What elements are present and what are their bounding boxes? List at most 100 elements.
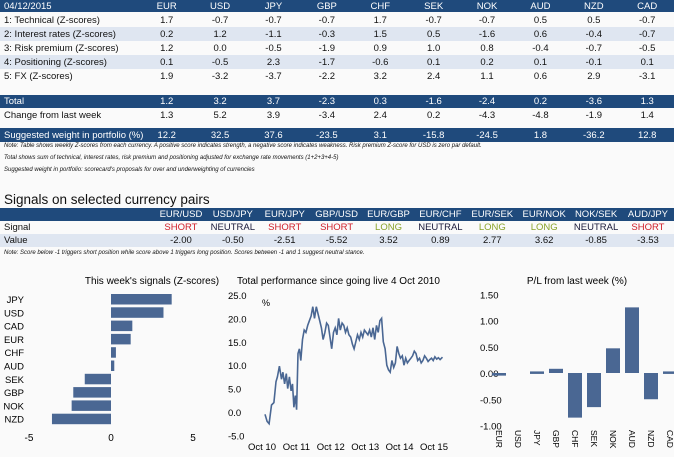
y-tick-label: 0.00 — [480, 369, 499, 380]
bar-sek — [587, 373, 601, 408]
pl-bar-chart: P/L from last week (%) 1.50 1.00 0.50 0.00 -0… — [480, 276, 674, 449]
bar-nzd — [644, 373, 658, 400]
signal-cell: SHORT — [268, 222, 302, 233]
bar-aud — [625, 307, 639, 373]
weight-cell: -36.2 — [582, 129, 605, 141]
y-tick-label: 5.0 — [228, 385, 241, 396]
signals-note: Note: Score below -1 triggers short posi… — [4, 250, 365, 256]
category-label: EUR — [4, 335, 24, 346]
bar-gbp — [73, 387, 111, 398]
currency-header-usd: USD — [210, 0, 231, 12]
total-cell: -2.4 — [478, 96, 496, 107]
signal-row: Signal SHORT NEUTRAL SHORT SHORT LONG NEUTRAL… — [0, 221, 674, 234]
category-label: SEK — [589, 430, 599, 447]
signals-bar-chart: This week's signals (Z-scores) JPY USD CAD E… — [3, 276, 219, 444]
pair-header: NOK/SEK — [574, 209, 618, 220]
bar-aud — [111, 360, 115, 371]
total-cell: 0.2 — [533, 96, 548, 107]
weight-cell: -23.5 — [316, 129, 338, 141]
signal-cell: SHORT — [320, 222, 354, 233]
x-tick-label: 0 — [108, 433, 114, 444]
value-cell: -2.00 — [170, 235, 192, 246]
signal-label: Signal — [4, 222, 31, 233]
category-label: EUR — [494, 430, 504, 448]
signal-cell: LONG — [530, 222, 558, 233]
score-cell: -0.3 — [318, 28, 336, 40]
score-cell: 0.1 — [533, 56, 548, 68]
category-label: SEK — [5, 375, 25, 386]
score-cell: 0.5 — [533, 14, 548, 26]
score-cell: -1.1 — [265, 28, 282, 40]
bar-jpy — [111, 294, 172, 305]
category-label: USD — [513, 430, 523, 448]
y-tick-label: 20.0 — [228, 314, 247, 325]
weight-row: Suggested weight in portfolio (%) 12.2 32… — [0, 128, 674, 142]
currency-header-cad: CAD — [637, 0, 658, 12]
value-cell: 0.89 — [431, 235, 450, 246]
category-label: JPY — [532, 430, 542, 446]
score-cell: -2.2 — [318, 70, 336, 82]
scorecard-note-3: Suggested weight in portfolio: scorecard… — [4, 167, 255, 173]
total-cell: 0.3 — [373, 96, 387, 107]
value-cell: 2.77 — [483, 235, 502, 246]
category-label: USD — [4, 308, 24, 319]
score-cell: -3.7 — [265, 70, 282, 82]
score-cell: -0.7 — [318, 14, 336, 26]
pair-header: EUR/CHF — [419, 209, 462, 220]
pair-header: EUR/JPY — [264, 209, 305, 220]
score-cell: 2.4 — [427, 70, 441, 82]
score-cell: -1.9 — [318, 42, 336, 54]
score-row: 1: Technical (Z-scores) 1.7 -0.7 -0.7 -0.7 1.… — [0, 13, 674, 27]
change-cell: 5.2 — [213, 110, 227, 121]
performance-line-chart: Total performance since going live 4 Oct… — [228, 276, 448, 453]
x-tick-label: Oct 13 — [351, 442, 379, 453]
bar-cad — [111, 320, 133, 332]
score-row-label: 2: Interest rates (Z-scores) — [4, 28, 116, 40]
score-cell: 0.9 — [373, 42, 387, 54]
x-tick-label: Oct 12 — [317, 442, 345, 453]
currency-header-chf: CHF — [370, 0, 391, 12]
scorecard-note-2: Total shows sum of technical, interest r… — [4, 155, 339, 161]
total-cell: -2.3 — [318, 96, 336, 107]
score-cell: -0.7 — [425, 14, 442, 26]
score-cell: 2.9 — [587, 70, 601, 82]
bar-eur — [492, 373, 506, 376]
total-cell: 3.7 — [266, 96, 281, 107]
score-cell: -3.2 — [211, 70, 229, 82]
x-tick-label: Oct 10 — [248, 442, 276, 453]
score-row-label: 3: Risk premium (Z-scores) — [4, 42, 119, 54]
score-cell: 1.1 — [480, 70, 494, 82]
total-label: Total — [4, 96, 25, 107]
score-cell: 0.1 — [160, 56, 174, 68]
y-tick-label: 25.0 — [228, 291, 247, 302]
currency-header-jpy: JPY — [264, 0, 283, 12]
score-cell: -0.1 — [585, 56, 602, 68]
score-cell: -0.4 — [585, 28, 602, 40]
y-tick-label: 0.0 — [228, 408, 241, 419]
score-cell: -3.1 — [639, 70, 656, 82]
bar-cad — [663, 371, 674, 374]
score-cell: -0.6 — [372, 56, 389, 68]
pair-header: USD/JPY — [212, 209, 253, 220]
signals-title: Signals on selected currency pairs — [4, 192, 210, 207]
bar-usd — [111, 307, 164, 318]
total-cell: 1.2 — [160, 96, 174, 107]
score-cell: -0.5 — [211, 56, 229, 68]
signal-cell: NEUTRAL — [573, 222, 619, 233]
value-cell: -0.50 — [222, 235, 244, 246]
score-cell: -0.7 — [211, 14, 229, 26]
score-cell: -0.7 — [478, 14, 496, 26]
score-cell: -1.6 — [478, 28, 496, 40]
value-cell: -3.53 — [637, 235, 659, 246]
weight-cell: -24.5 — [476, 129, 498, 141]
value-label: Value — [4, 235, 28, 246]
change-label: Change from last week — [4, 110, 102, 121]
pair-header: EUR/USD — [159, 209, 203, 220]
value-row: Value -2.00 -0.50 -2.51 -5.52 3.52 0.89 2.77 3.… — [0, 234, 674, 247]
bar-sek — [84, 373, 111, 385]
y-tick-label: 10.0 — [228, 361, 247, 372]
score-cell: 1.2 — [160, 42, 174, 54]
x-tick-label: Oct 14 — [386, 442, 414, 453]
x-tick-label: 5 — [190, 433, 196, 444]
weight-cell: 1.8 — [533, 129, 548, 141]
